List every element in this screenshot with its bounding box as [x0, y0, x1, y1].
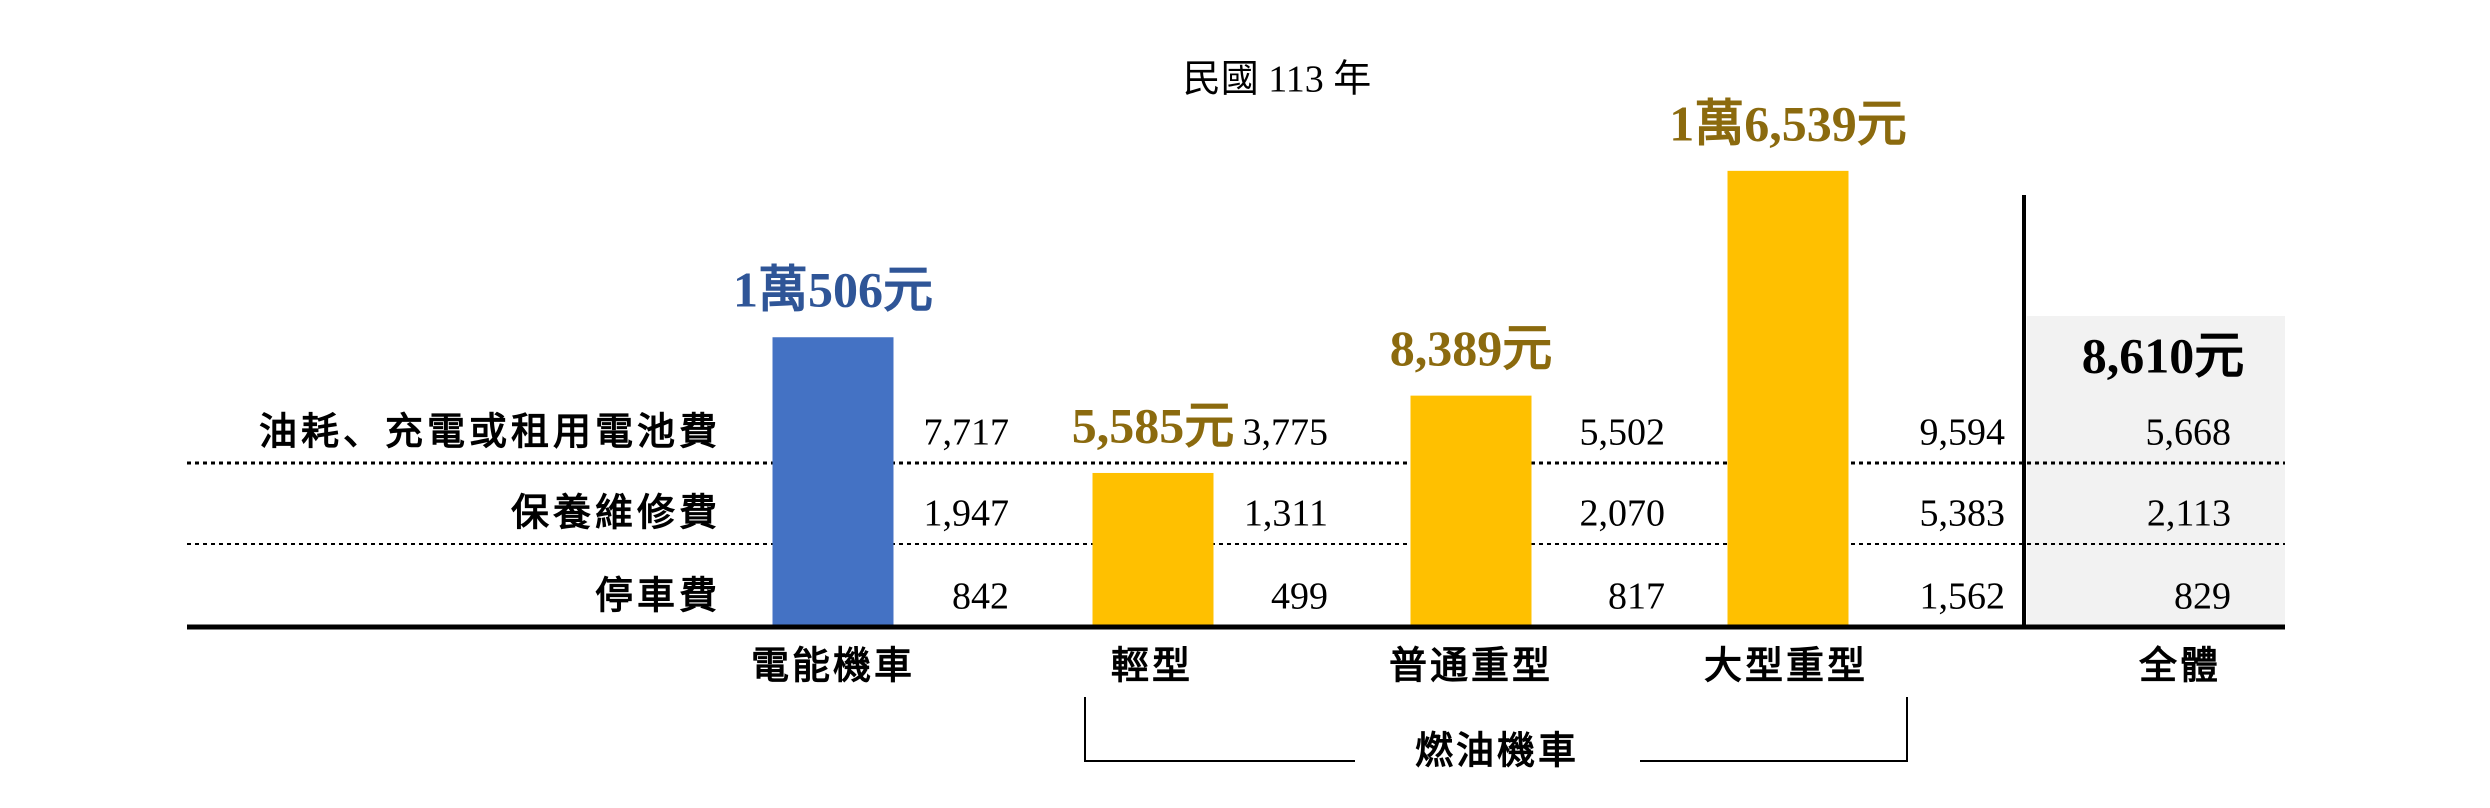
breakdown-cell: 1,562: [1920, 576, 2006, 618]
overall-value-label: 8,610元: [2082, 327, 2245, 383]
overall-cell: 5,668: [2146, 412, 2232, 454]
breakdown-cell: 5,502: [1580, 412, 1666, 454]
category-label: 電能機車: [751, 646, 915, 688]
breakdown-cell: 9,594: [1920, 412, 2006, 454]
row-label: 油耗、充電或租用電池費: [259, 412, 721, 454]
breakdown-cell: 1,311: [1244, 493, 1328, 535]
breakdown-cell: 5,383: [1920, 493, 2006, 535]
category-label: 大型重型: [1704, 646, 1868, 688]
bar: [1092, 472, 1214, 627]
category-label: 輕型: [1111, 646, 1193, 688]
bar: [1410, 395, 1532, 627]
chart-title: 民國 113 年: [1183, 59, 1372, 101]
row-label: 停車費: [595, 576, 721, 618]
row-label: 保養維修費: [511, 493, 721, 535]
value-label: 8,389元: [1390, 320, 1553, 376]
breakdown-cell: 817: [1608, 576, 1665, 618]
breakdown-cell: 1,947: [924, 493, 1010, 535]
value-label: 1萬6,539元: [1669, 95, 1907, 151]
bar: [772, 337, 894, 627]
group-bracket: [1084, 697, 1908, 762]
breakdown-cell: 499: [1271, 576, 1328, 618]
category-label: 普通重型: [1389, 646, 1553, 688]
breakdown-cell: 2,070: [1580, 493, 1666, 535]
breakdown-cell: 7,717: [924, 412, 1010, 454]
group-label: 燃油機車: [1415, 731, 1579, 773]
value-label: 5,585元: [1072, 397, 1235, 453]
overall-background: [2027, 316, 2285, 627]
breakdown-cell: 842: [952, 576, 1009, 618]
bar: [1727, 170, 1849, 628]
overall-cell: 829: [2174, 576, 2231, 618]
breakdown-cell: 3,775: [1243, 412, 1329, 454]
category-label: 全體: [2138, 645, 2221, 688]
overall-cell: 2,113: [2147, 493, 2231, 535]
value-label: 1萬506元: [733, 262, 933, 318]
